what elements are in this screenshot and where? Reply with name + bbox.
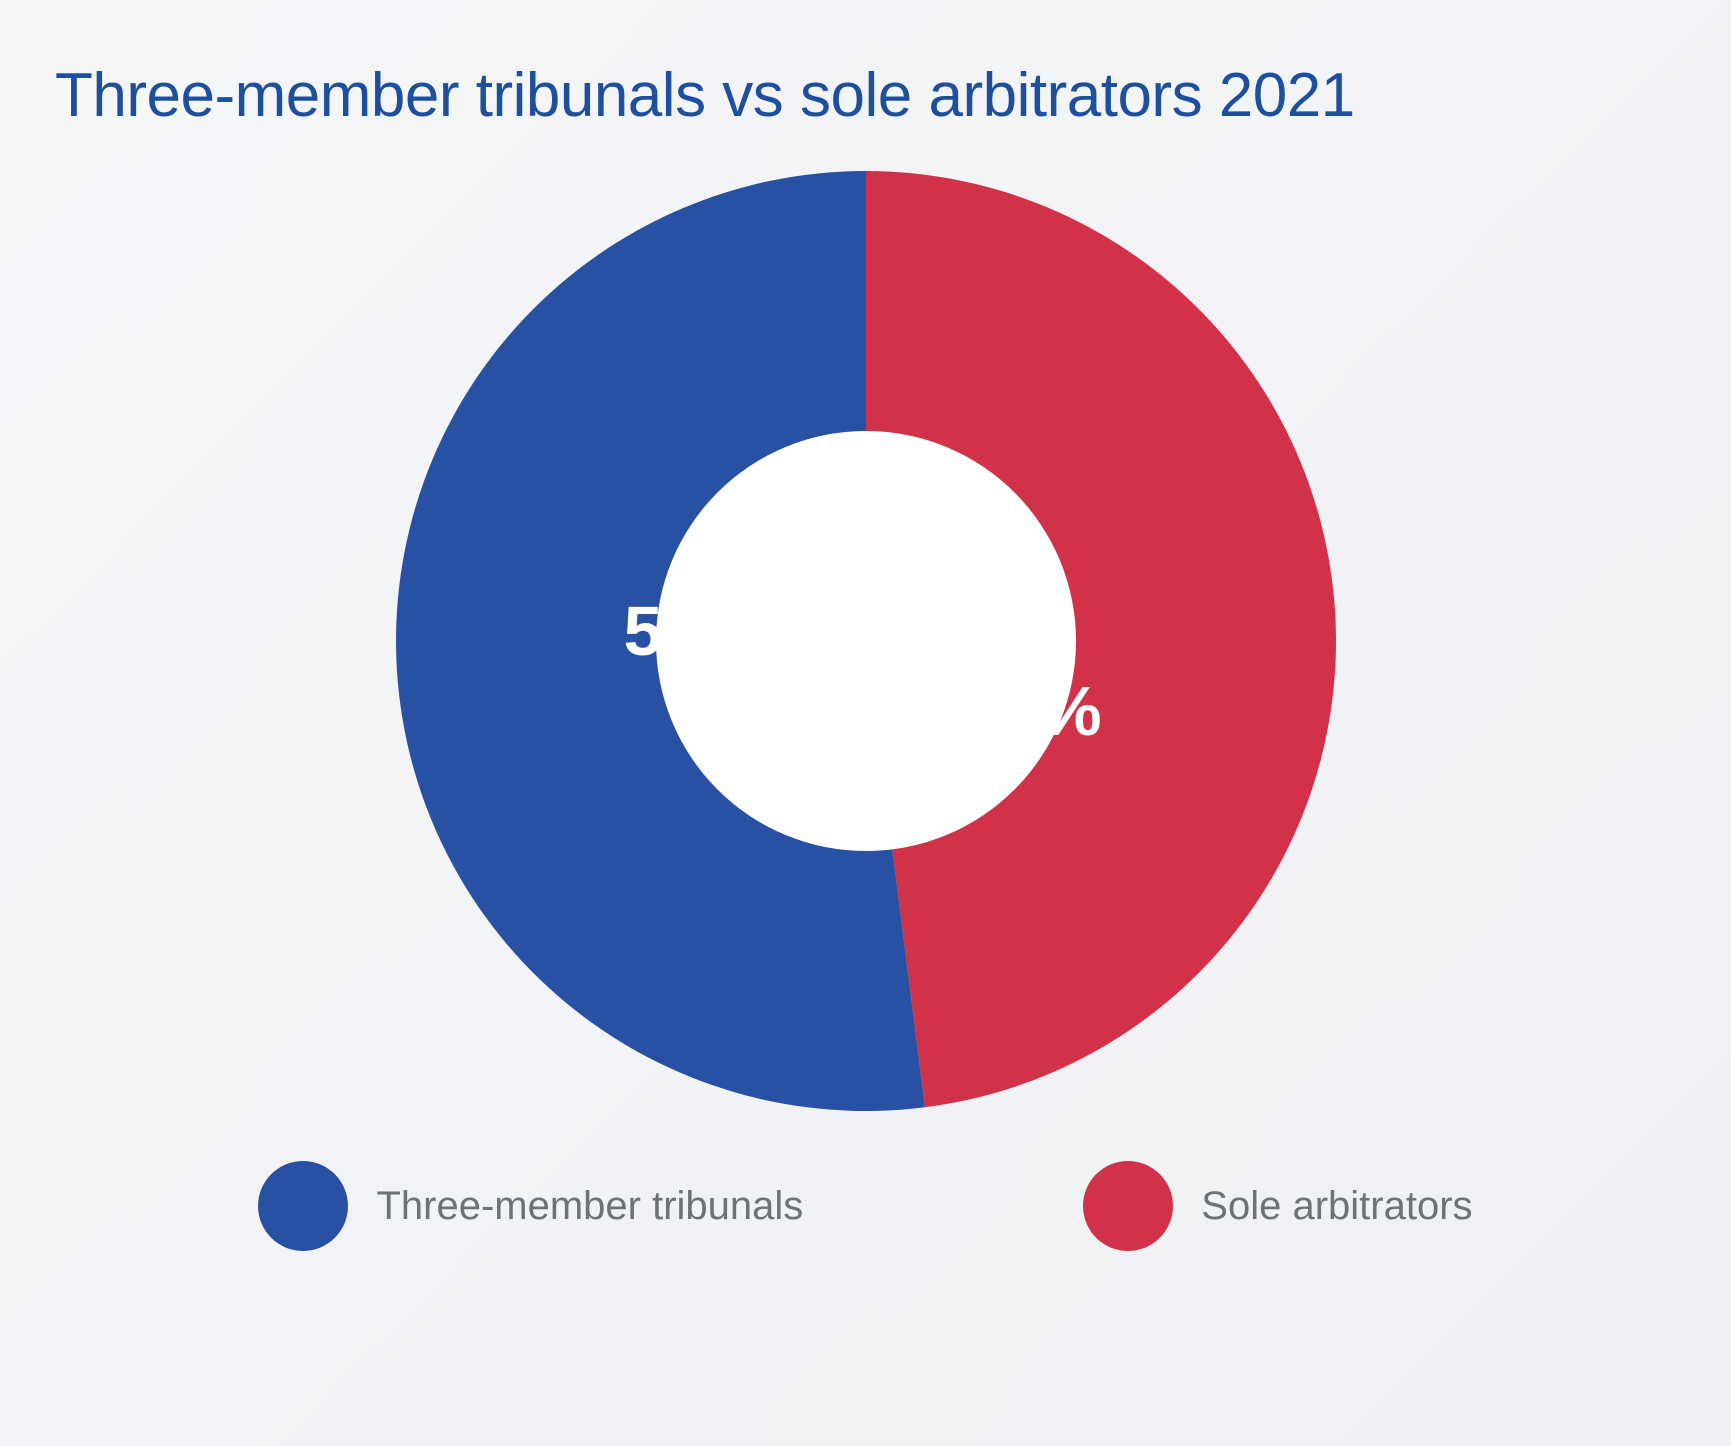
- legend: Three-member tribunals Sole arbitrators: [55, 1161, 1676, 1251]
- legend-label: Sole arbitrators: [1201, 1184, 1472, 1229]
- donut-chart-container: 52% 48%: [55, 171, 1676, 1111]
- donut-svg: [396, 171, 1336, 1111]
- legend-item: Sole arbitrators: [1083, 1161, 1472, 1251]
- legend-label: Three-member tribunals: [376, 1184, 803, 1229]
- legend-swatch: [258, 1161, 348, 1251]
- legend-swatch: [1083, 1161, 1173, 1251]
- donut-wrapper: 52% 48%: [396, 171, 1336, 1111]
- chart-title: Three-member tribunals vs sole arbitrato…: [55, 60, 1676, 131]
- legend-item: Three-member tribunals: [258, 1161, 803, 1251]
- slice-value-label: 48%: [962, 671, 1102, 751]
- slice-value-label: 52%: [624, 591, 764, 671]
